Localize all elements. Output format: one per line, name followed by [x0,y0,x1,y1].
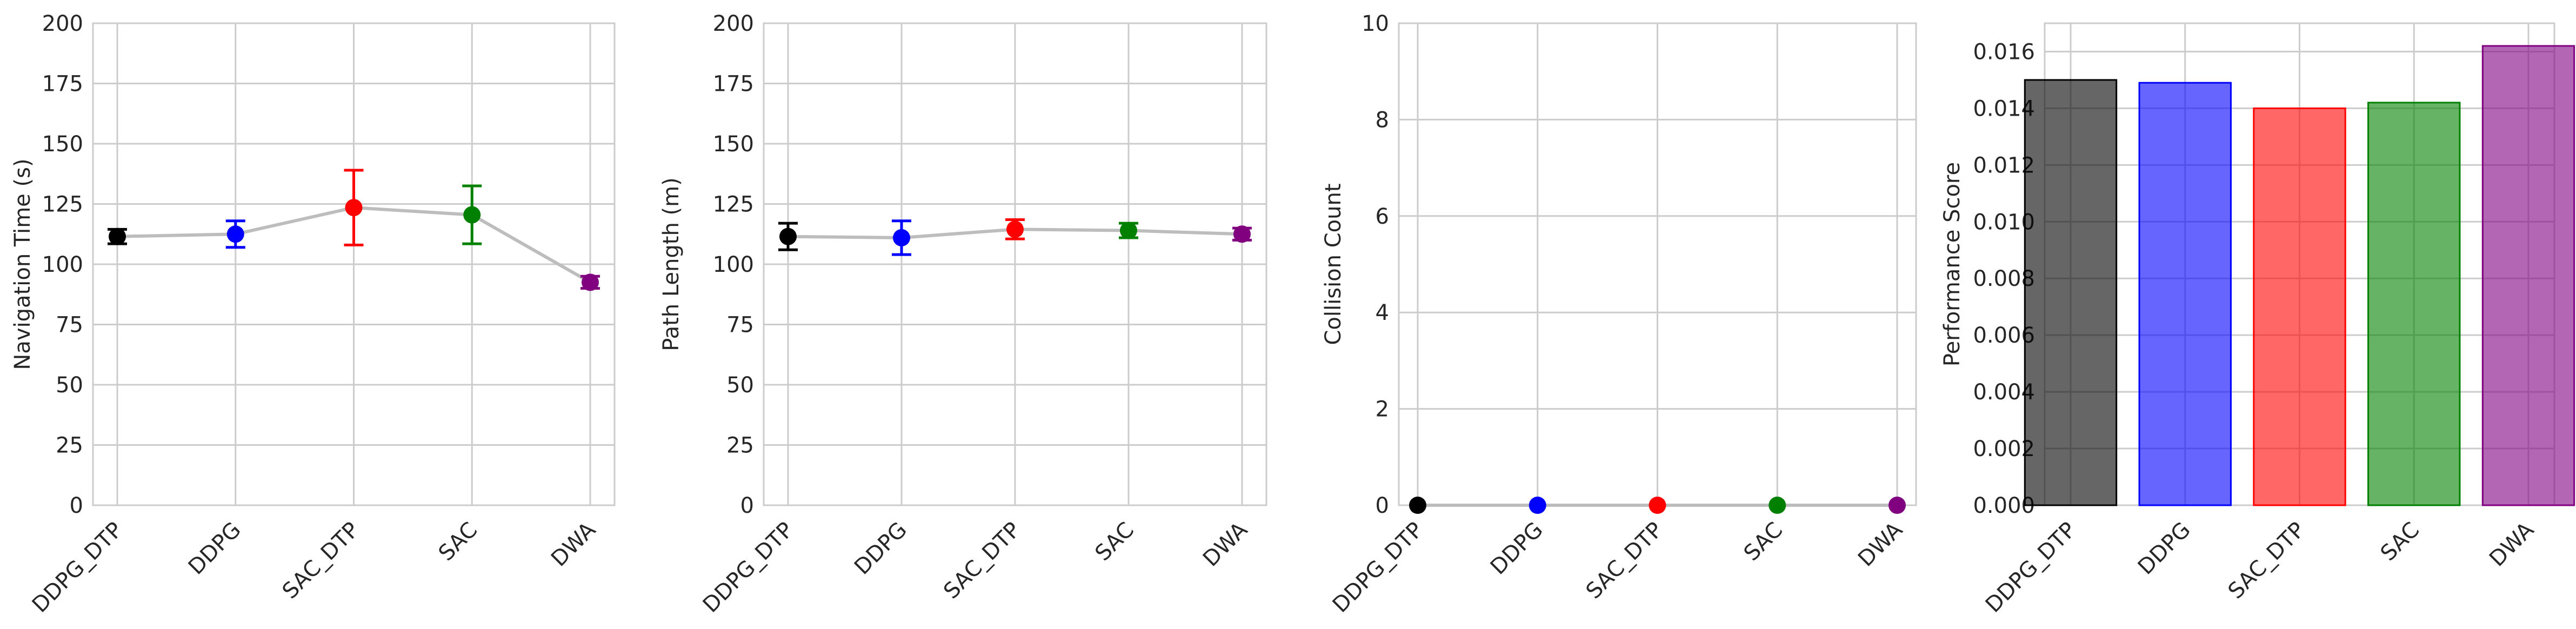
x-tick-label: DDPG_DTP [28,518,128,618]
point-sac [463,206,481,224]
y-tick-label: 125 [713,192,754,217]
point-ddpg_dtp [1409,497,1426,514]
y-tick-label: 75 [726,313,754,338]
y-tick-label: 4 [1376,300,1389,325]
y-tick-label: 0 [70,493,83,518]
bar-sac_dtp [2253,107,2346,506]
x-tick-label: DDPG [184,518,246,580]
x-tick-label: SAC [1739,518,1788,566]
point-dwa [1233,225,1251,243]
bar-sac [2367,102,2461,506]
y-axis-label: Navigation Time (s) [10,158,35,370]
y-tick-label: 100 [713,252,754,277]
bar-ddpg [2138,82,2232,506]
y-tick-label: 50 [726,373,754,398]
point-sac_dtp [345,199,363,217]
y-tick-label: 150 [713,132,754,157]
x-tick-label: SAC_DTP [1581,518,1668,604]
point-ddpg [1529,497,1546,514]
y-axis-label: Collision Count [1321,183,1346,345]
y-tick-label: 6 [1376,204,1389,229]
y-axis-label: Performance Score [1940,162,1965,366]
x-tick-label: DDPG_DTP [1981,518,2081,618]
x-tick-label: SAC [1090,518,1139,566]
plot-frame [92,22,616,506]
x-tick-label: DWA [546,517,601,572]
x-tick-label: DDPG_DTP [698,518,798,618]
y-tick-label: 100 [42,252,83,277]
x-tick-label: SAC [2376,518,2425,566]
y-tick-label: 8 [1376,108,1389,132]
x-tick-label: DDPG [850,518,912,580]
bar-ddpg_dtp [2024,79,2118,506]
bar-dwa [2481,45,2575,506]
y-tick-label: 2 [1376,397,1389,422]
y-tick-label: 175 [42,72,83,97]
y-tick-label: 0 [1376,493,1389,518]
point-sac [1120,222,1137,239]
point-dwa [1888,497,1906,514]
y-tick-label: 200 [713,11,754,36]
chart-panel-2: 0 25 50 75 100 125 150 175 200 DDPG_DTP DDPG SAC_DT… [659,11,1267,618]
y-tick-label: 10 [1362,11,1389,36]
chart-panel-1: 0 25 50 75 100 125 150 175 200 DDPG_DTP DDPG SAC_DT… [10,11,616,618]
x-tick-label: DDPG_DTP [1328,518,1428,618]
x-tick-label: DDPG [2133,518,2195,580]
y-tick-label: 75 [56,313,83,338]
y-tick-label: 200 [42,11,83,36]
x-tick-label: DDPG [1486,518,1548,580]
chart-panel-3: 0 2 4 6 8 10 DDPG_DTP DDPG SAC_DTP SAC DWA Collisio… [1321,11,1917,618]
y-tick-label: 25 [56,433,83,458]
point-ddpg [226,225,244,243]
point-sac_dtp [1006,220,1024,238]
y-tick-label: 0 [740,493,754,518]
x-tick-label: DWA [1853,517,1908,572]
y-tick-label: 150 [42,132,83,157]
x-tick-label: SAC [434,518,483,566]
point-ddpg_dtp [109,227,126,245]
plot-frame [763,22,1267,506]
point-sac_dtp [1649,497,1666,514]
x-tick-label: DWA [1198,517,1253,572]
x-tick-label: SAC_DTP [278,518,364,604]
y-tick-label: 50 [56,373,83,398]
y-tick-label: 175 [713,72,754,97]
chart-panel-4: 0.0000.0020.0040.0060.0080.0100.0120.014… [1940,22,2575,618]
y-tick-label: 0.016 [1973,39,2035,64]
point-ddpg [893,229,910,246]
point-dwa [582,273,599,291]
x-tick-label: DWA [2485,517,2539,572]
y-tick-label: 125 [42,192,83,217]
point-sac [1769,497,1786,514]
x-tick-label: SAC_DTP [2224,518,2310,604]
y-tick-label: 25 [726,433,754,458]
x-tick-label: SAC_DTP [939,518,1025,604]
y-axis-label: Path Length (m) [659,177,684,351]
point-ddpg_dtp [779,227,797,245]
